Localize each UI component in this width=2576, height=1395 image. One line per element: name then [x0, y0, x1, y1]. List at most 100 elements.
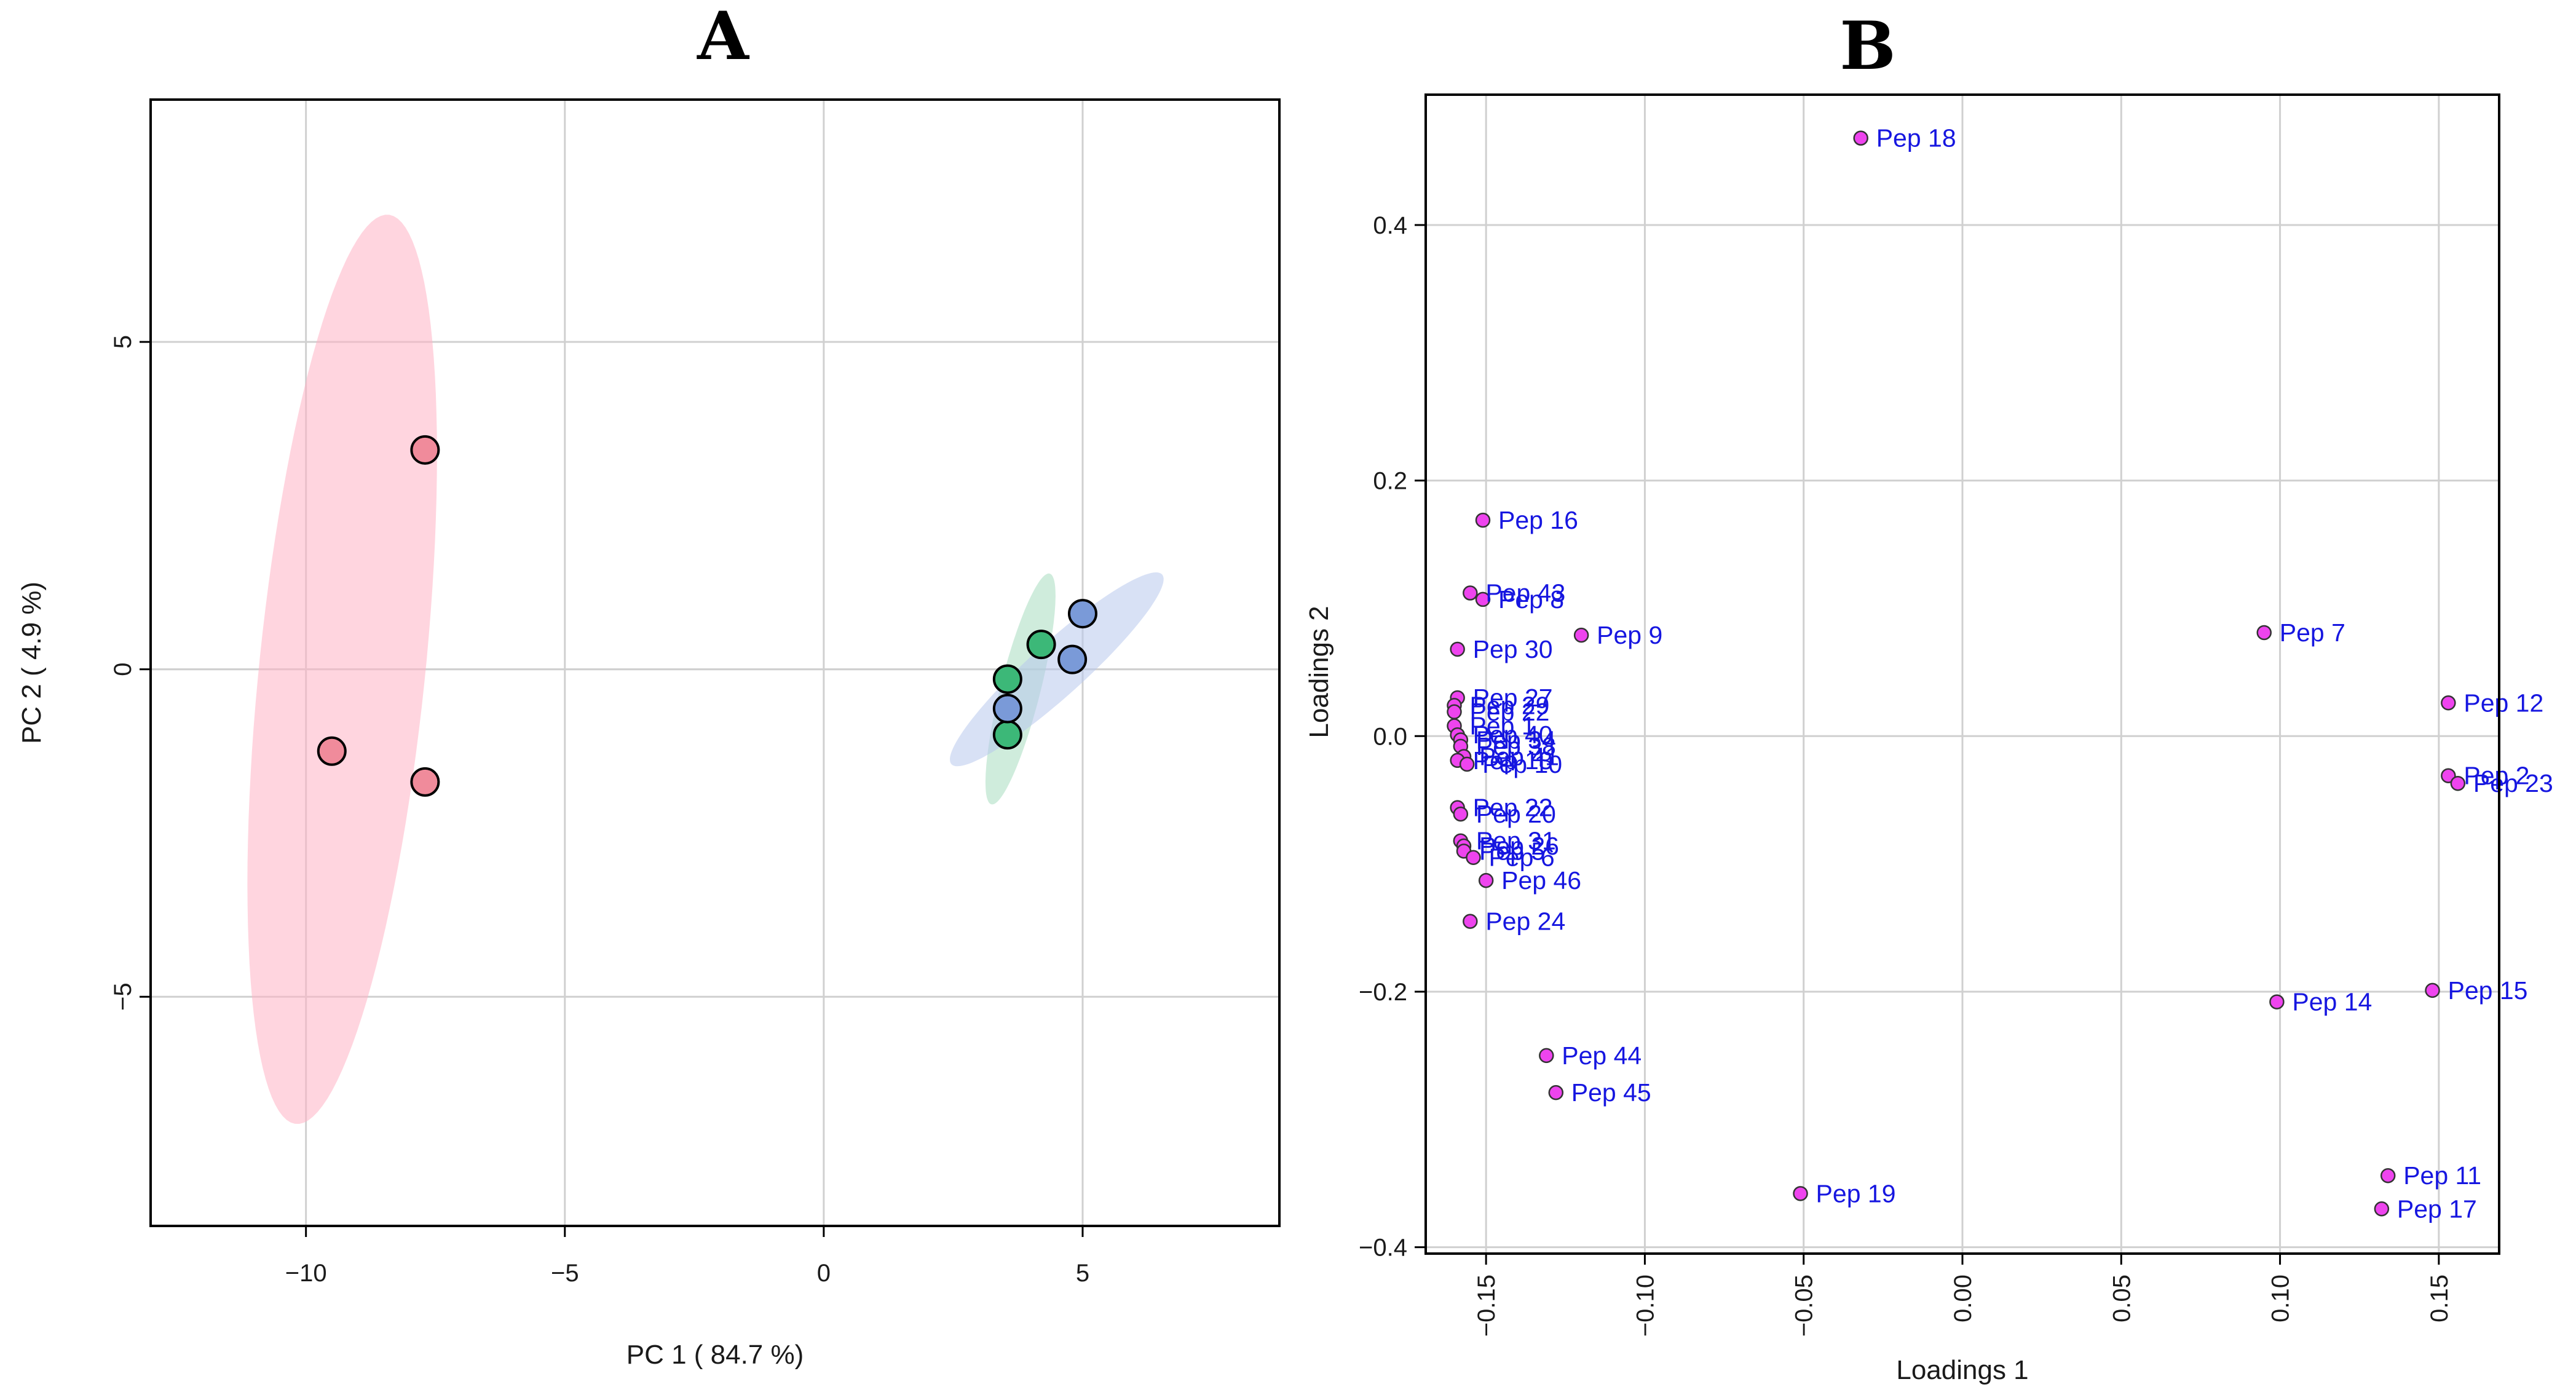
panel-b-y-tick-label: −0.4	[1359, 1235, 1407, 1262]
loading-point	[2374, 1201, 2390, 1217]
panel-b-y-tick-label: 0.4	[1373, 212, 1407, 239]
loading-point	[2425, 982, 2440, 998]
panel-b-x-tick-label: 0.05	[2108, 1274, 2135, 1322]
panel-a-points	[317, 435, 1097, 797]
panel-b-title: B	[1839, 7, 1895, 85]
panel-b-x-ticks: −0.15 −0.10 −0.05 0.00 0.05 0.10 0.15	[1473, 1254, 2453, 1337]
loading-point-label: Pep 10	[1482, 750, 1562, 778]
panel-a-x-axis-label: PC 1 ( 84.7 %)	[626, 1340, 804, 1370]
panel-b-x-tick-label: 0.15	[2426, 1274, 2453, 1322]
loading-point-label: Pep 23	[2473, 769, 2553, 797]
group-red-point	[410, 435, 440, 465]
loading-point	[1447, 704, 1462, 720]
panel-b-y-tick-label: 0.2	[1373, 468, 1407, 495]
group-green-point	[1026, 630, 1056, 660]
loading-point-label: Pep 31	[1476, 827, 1556, 855]
group-red-point	[410, 767, 440, 797]
panel-b-points	[1447, 130, 2466, 1217]
loading-point-label: Pep 5	[1479, 837, 1545, 865]
loading-point	[2441, 695, 2456, 711]
loading-point	[2256, 625, 2272, 641]
loading-point-label: Pep 15	[2448, 976, 2528, 1005]
panel-a-y-tick-label: 5	[109, 335, 136, 349]
loading-point	[1453, 806, 1469, 822]
loading-point-label: Pep 22	[1473, 794, 1553, 822]
panel-b-x-tick-label: −0.15	[1473, 1274, 1500, 1337]
panel-a-y-tick-label: 0	[109, 663, 136, 676]
panel-b-grid	[1426, 95, 2499, 1254]
panel-a: A −10 −5 0 5 −5 0 5 PC 1 ( 84.7 %) PC 2 ( 4.9…	[17, 0, 1281, 1370]
panel-a-title: A	[697, 0, 750, 75]
loading-point-label: Pep 45	[1571, 1078, 1651, 1107]
loading-point-label: Pep 40	[1473, 721, 1553, 749]
loading-point-label: Pep 46	[1501, 866, 1581, 895]
loading-point	[1475, 512, 1491, 528]
panel-a-x-ticks: −10 −5 0 5	[285, 1226, 1089, 1287]
panel-a-x-tick-label: −10	[285, 1260, 327, 1287]
panel-a-x-tick-label: −5	[551, 1260, 579, 1287]
panel-a-y-tick-label: −5	[109, 982, 136, 1011]
loading-point	[2380, 1168, 2396, 1184]
panel-a-y-axis-label: PC 2 ( 4.9 %)	[17, 582, 47, 744]
loading-point-label: Pep 7	[2280, 618, 2345, 647]
loading-point-label: Pep 8	[1498, 585, 1564, 614]
loading-point	[1793, 1186, 1808, 1201]
loading-point	[1478, 872, 1494, 888]
loading-point-label: Pep 34	[1476, 726, 1556, 754]
loading-point	[1573, 627, 1589, 643]
group-red-point	[317, 736, 347, 766]
panel-a-x-tick-label: 5	[1076, 1260, 1089, 1287]
loading-point-label: Pep 14	[2292, 988, 2372, 1016]
loading-point-label: Pep 20	[1476, 800, 1556, 828]
panel-a-plot-frame	[149, 98, 1281, 1227]
panel-b-y-tick-label: 0.0	[1373, 723, 1407, 750]
loading-point-label: Pep 11	[2403, 1161, 2481, 1190]
group-red-ellipse	[247, 215, 437, 1124]
group-blue-point	[992, 694, 1022, 724]
loading-point-label: Pep 26	[1479, 832, 1559, 860]
loading-point-label: Pep 30	[1473, 635, 1553, 663]
panel-b-x-tick-label: 0.10	[2267, 1274, 2294, 1322]
loading-point-label: Pep 38	[1476, 732, 1556, 761]
panel-b-x-tick-label: −0.10	[1632, 1274, 1659, 1337]
loading-point	[1548, 1085, 1564, 1101]
panel-b-x-tick-label: 0.00	[1950, 1274, 1977, 1322]
panel-a-y-ticks: −5 0 5	[109, 335, 151, 1011]
loading-point-label: Pep 29	[1469, 691, 1549, 719]
loading-point	[1459, 756, 1475, 772]
loading-point	[2450, 775, 2466, 791]
loading-point	[1463, 914, 1478, 929]
loading-point-label: Pep 2	[2463, 762, 2529, 790]
loading-point	[1539, 1048, 1554, 1064]
panel-a-x-tick-label: 0	[817, 1260, 831, 1287]
group-blue-point	[1057, 644, 1088, 674]
loading-point-label: Pep 27	[1473, 684, 1553, 712]
loading-point-label: Pep 9	[1597, 621, 1662, 649]
loading-point-label: Pep 1	[1469, 712, 1535, 740]
loading-point-label: Pep 18	[1876, 124, 1956, 152]
loading-point-label: Pep 22	[1469, 698, 1549, 726]
loading-point-label: Pep 19	[1816, 1179, 1896, 1207]
panel-b-y-ticks: −0.4 −0.2 0.0 0.2 0.4	[1359, 212, 1426, 1262]
group-blue-point	[1067, 599, 1097, 629]
loading-point-label: Pep 41	[1479, 743, 1559, 771]
group-green-point	[992, 664, 1022, 694]
group-green-point	[992, 720, 1022, 750]
panel-b-y-axis-label: Loadings 2	[1304, 606, 1334, 738]
loading-point	[1853, 130, 1868, 146]
loading-point	[1466, 850, 1481, 865]
loading-point	[1475, 591, 1491, 607]
loading-point-label: Pep 43	[1485, 579, 1565, 607]
panel-b-x-tick-label: −0.05	[1791, 1274, 1818, 1337]
loading-point-label: Pep 44	[1562, 1041, 1642, 1070]
loading-point-label: Pep 16	[1498, 506, 1578, 534]
loading-point-label: Pep 13	[1473, 746, 1553, 775]
loading-point	[1450, 641, 1465, 657]
loading-point-label: Pep 12	[2463, 689, 2543, 717]
loading-point-label: Pep 17	[2397, 1195, 2477, 1223]
loading-point	[1463, 585, 1478, 601]
